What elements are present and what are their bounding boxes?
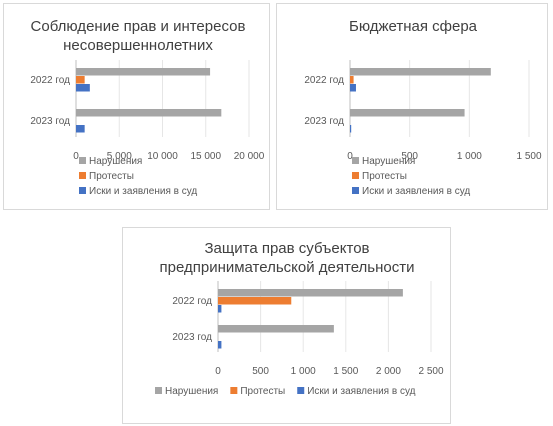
chart-panel-budget-sphere: Бюджетная сфера 0 500 1 000 1 500 2022 год 202…: [276, 3, 548, 210]
bar: [76, 68, 211, 76]
category-label: 2022 год: [172, 296, 212, 307]
category-label: 2022 год: [30, 75, 70, 86]
bar: [350, 76, 354, 84]
bar: [218, 305, 222, 313]
legend-label: Протесты: [89, 171, 134, 182]
chart-panel-business-rights: Защита прав субъектов предпринимательской…: [122, 227, 451, 424]
legend-label: Протесты: [362, 171, 407, 182]
x-tick-label: 500: [401, 151, 418, 162]
x-tick-label: 2 000: [376, 366, 401, 377]
x-tick-label: 15 000: [190, 151, 221, 162]
legend-swatch: [352, 157, 359, 164]
chart-title-line: Соблюдение прав и интересов: [31, 18, 246, 35]
bar: [76, 84, 90, 92]
legend-swatch: [230, 387, 238, 394]
x-tick-label: 20 000: [234, 151, 265, 162]
legend-label: Нарушения: [89, 156, 142, 167]
chart-panel-minors-rights: Соблюдение прав и интересов несовершеннол…: [3, 3, 270, 210]
chart-title-line: Защита прав субъектов: [205, 240, 370, 257]
bar: [218, 341, 222, 349]
category-label: 2023 год: [30, 116, 70, 127]
legend-swatch: [79, 157, 86, 164]
bar: [218, 325, 334, 333]
category-label: 2022 год: [304, 75, 344, 86]
legend-label: Протесты: [240, 386, 285, 397]
bar: [350, 125, 352, 133]
chart-title-line: несовершеннолетних: [63, 37, 213, 54]
x-tick-label: 2 500: [418, 366, 443, 377]
category-label: 2023 год: [172, 332, 212, 343]
x-tick-label: 1 000: [457, 151, 482, 162]
legend-label: Иски и заявления в суд: [362, 186, 470, 197]
legend-label: Иски и заявления в суд: [89, 186, 197, 197]
bar: [76, 125, 85, 133]
x-tick-label: 1 500: [516, 151, 541, 162]
x-tick-label: 500: [252, 366, 269, 377]
legend-swatch: [297, 387, 305, 394]
x-tick-label: 10 000: [147, 151, 178, 162]
x-tick-label: 1 000: [291, 366, 316, 377]
chart-title-line: Бюджетная сфера: [349, 18, 478, 35]
chart-business-rights: Защита прав субъектов предпринимательской…: [155, 240, 444, 397]
bar: [76, 109, 222, 117]
bar: [218, 297, 292, 305]
bar: [76, 76, 85, 84]
bar: [350, 84, 356, 92]
legend-label: Иски и заявления в суд: [307, 386, 415, 397]
legend-swatch: [352, 172, 359, 179]
legend-swatch: [79, 172, 86, 179]
legend-label: Нарушения: [165, 386, 218, 397]
bar: [350, 109, 465, 117]
x-tick-label: 0: [215, 366, 221, 377]
x-tick-label: 0: [347, 151, 353, 162]
x-tick-label: 0: [73, 151, 79, 162]
x-tick-label: 5 000: [107, 151, 132, 162]
legend-swatch: [155, 387, 162, 394]
legend-swatch: [79, 187, 86, 194]
bar: [350, 68, 491, 76]
chart-budget-sphere: Бюджетная сфера 0 500 1 000 1 500 2022 год 202…: [304, 18, 542, 197]
x-tick-label: 1 500: [333, 366, 358, 377]
category-label: 2023 год: [304, 116, 344, 127]
chart-minors-rights: Соблюдение прав и интересов несовершеннол…: [30, 18, 265, 197]
chart-title-line: предпринимательской деятельности: [160, 259, 415, 276]
legend-label: Нарушения: [362, 156, 415, 167]
legend-swatch: [352, 187, 359, 194]
bar: [218, 289, 403, 297]
